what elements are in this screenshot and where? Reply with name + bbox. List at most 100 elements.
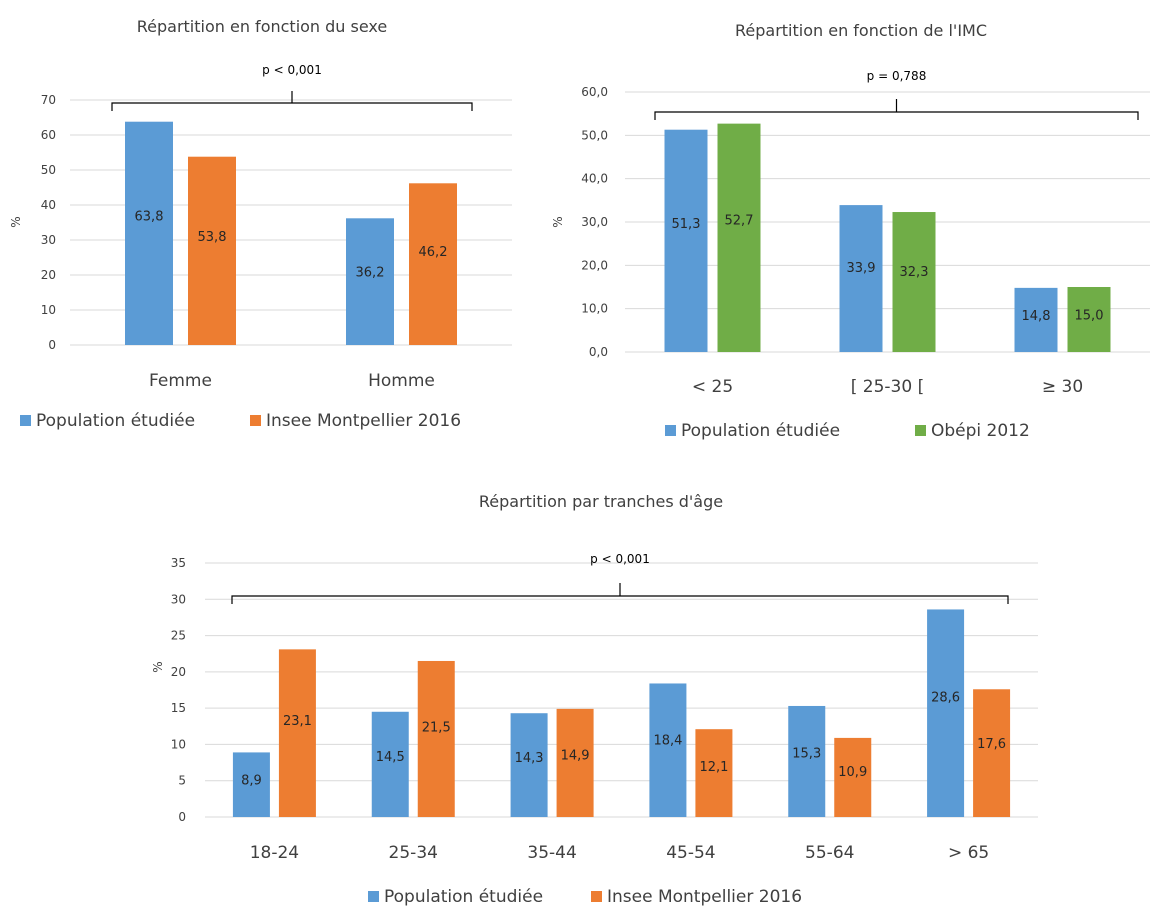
y-tick-label: 0 [178,810,186,824]
legend-swatch [665,425,676,436]
y-tick-label: 60,0 [581,85,608,99]
bar [409,183,457,345]
category-label: 18-24 [250,843,299,863]
data-label: 33,9 [847,261,876,276]
significance-bracket [111,91,473,111]
bar [346,218,394,345]
data-label: 8,9 [241,774,262,789]
data-label: 14,3 [515,751,544,766]
category-label: < 25 [692,377,733,397]
y-tick-label: 60 [41,128,56,142]
y-axis-label: % [551,216,565,227]
category-label: 25-34 [389,843,438,863]
y-tick-label: 40 [41,198,56,212]
legend-label: Insee Montpellier 2016 [607,887,802,907]
legend-label: Population étudiée [384,887,543,907]
legend-swatch [915,425,926,436]
bar [510,713,548,817]
y-tick-label: 0 [48,338,56,352]
bar [1067,287,1111,352]
y-tick-label: 10 [171,737,186,751]
bar [417,660,455,817]
p-value-annotation: p < 0,001 [590,552,650,566]
data-label: 10,9 [838,765,867,780]
bar [973,689,1011,817]
bar [834,737,872,817]
category-label: ≥ 30 [1042,377,1083,397]
y-tick-label: 30 [41,233,56,247]
chart-2: Répartition en fonction de l'IMC 0,0 10,0 2… [551,21,1150,441]
category-label: 35-44 [527,843,576,863]
y-tick-label: 10,0 [581,302,608,316]
y-axis-label: % [9,216,23,227]
chart-title: Répartition par tranches d'âge [479,492,723,511]
data-label: 12,1 [699,760,728,775]
bar [278,649,316,817]
data-label: 36,2 [356,266,385,281]
data-label: 51,3 [672,217,701,232]
legend-swatch [368,891,379,902]
legend-label: Population étudiée [36,411,195,431]
bar [232,752,270,817]
bar [664,129,708,352]
category-label: 45-54 [666,843,715,863]
bar [717,123,761,352]
y-tick-label: 0,0 [589,345,608,359]
bar [839,205,883,352]
data-label: 14,8 [1022,309,1051,324]
bar [371,711,409,817]
data-label: 14,5 [376,750,405,765]
data-label: 23,1 [283,714,312,729]
bar [788,705,826,817]
legend-swatch [591,891,602,902]
y-tick-label: 25 [171,629,186,643]
y-tick-label: 5 [178,774,186,788]
y-tick-label: 35 [171,556,186,570]
y-tick-label: 30,0 [581,215,608,229]
legend-label: Obépi 2012 [931,421,1030,441]
data-label: 14,9 [561,748,590,763]
data-label: 46,2 [419,245,448,260]
significance-bracket [654,99,1139,120]
y-tick-label: 50 [41,163,56,177]
p-value-annotation: p = 0,788 [867,69,927,83]
data-label: 18,4 [653,734,682,749]
y-tick-label: 20 [171,665,186,679]
category-label: 55-64 [805,843,854,863]
bar [649,683,687,817]
category-label: [ 25-30 [ [851,377,924,397]
bar [695,729,733,817]
chart-title: Répartition en fonction de l'IMC [735,21,987,40]
bar [188,156,236,345]
data-label: 28,6 [931,691,960,706]
data-label: 63,8 [135,209,164,224]
chart-title: Répartition en fonction du sexe [137,17,388,36]
data-label: 15,0 [1075,308,1104,323]
y-tick-label: 15 [171,701,186,715]
significance-bracket [231,583,1009,604]
bar [927,609,965,817]
bar [125,121,173,345]
category-label: Femme [149,371,212,391]
category-label: > 65 [948,843,989,863]
bar [1014,287,1058,352]
y-tick-label: 10 [41,303,56,317]
data-label: 17,6 [977,737,1006,752]
category-label: Homme [368,371,435,391]
data-label: 53,8 [198,230,227,245]
data-label: 32,3 [900,265,929,280]
bar [892,212,936,352]
y-tick-label: 50,0 [581,128,608,142]
legend-label: Population étudiée [681,421,840,441]
chart-1: Répartition en fonction du sexe 0 10 20 30 40… [9,17,512,431]
legend-swatch [250,415,261,426]
y-axis-label: % [151,661,165,672]
chart-3: Répartition par tranches d'âge 0 5 10 15 20 25… [151,492,1038,907]
y-tick-label: 20,0 [581,258,608,272]
legend-label: Insee Montpellier 2016 [266,411,461,431]
data-label: 21,5 [422,721,451,736]
legend-swatch [20,415,31,426]
data-label: 52,7 [725,214,754,229]
p-value-annotation: p < 0,001 [262,63,322,77]
